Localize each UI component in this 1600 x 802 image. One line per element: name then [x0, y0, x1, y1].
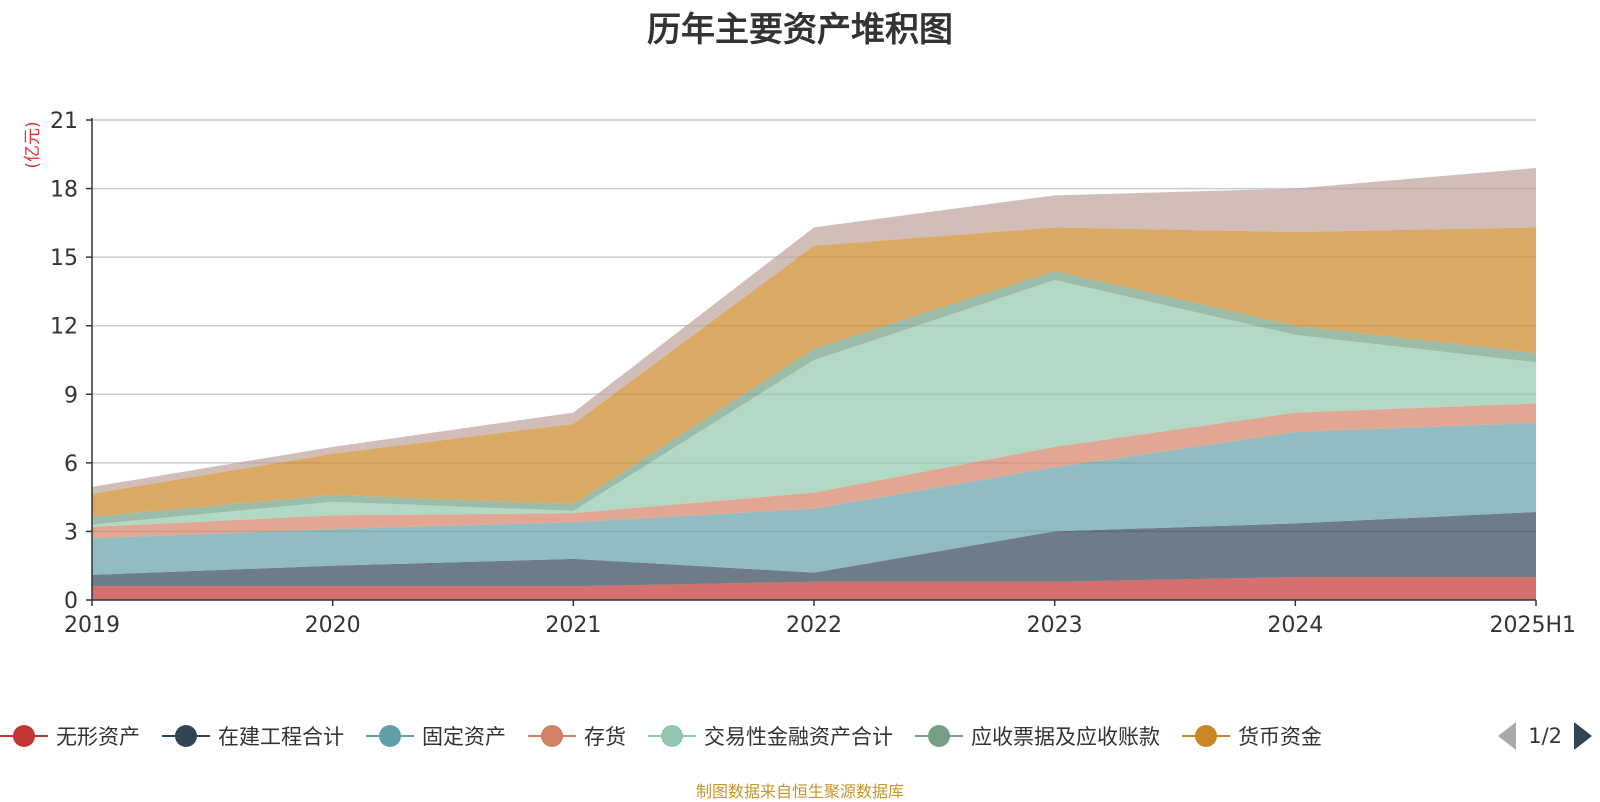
legend-marker-icon	[162, 722, 210, 750]
legend-label: 存货	[584, 725, 626, 749]
area-chart: 0 3 6 9 12 15 18 21 2019 2020 2021 2022 2023 2024 2025…	[23, 109, 1576, 638]
legend-label: 交易性金融资产合计	[704, 725, 893, 749]
y-tick-label: 3	[64, 520, 78, 545]
legend-label: 应收票据及应收账款	[971, 725, 1160, 749]
x-tick-label: 2024	[1267, 613, 1323, 638]
area-series-0	[92, 577, 1536, 600]
legend-marker-icon	[915, 722, 963, 750]
legend-label: 无形资产	[56, 725, 140, 749]
axes: 0 3 6 9 12 15 18 21 2019 2020 2021 2022 2023 2024 2025…	[50, 109, 1576, 638]
legend: 无形资产 在建工程合计 固定资产 存货 交易性金融资产合计 应收票据及应收账款 货币资金 1…	[0, 718, 1600, 754]
area-series-1	[92, 512, 1536, 587]
area-series-3	[92, 403, 1536, 539]
legend-item[interactable]: 无形资产	[0, 718, 140, 754]
area-series-group	[92, 168, 1536, 600]
y-axis-unit-label: (亿元)	[23, 121, 43, 168]
legend-item[interactable]: 在建工程合计	[162, 718, 344, 754]
y-tick-label: 0	[64, 589, 78, 614]
legend-next-page-icon[interactable]	[1574, 722, 1592, 750]
x-tick-label: 2023	[1027, 613, 1083, 638]
y-tick-label: 18	[50, 178, 78, 203]
y-tick-label: 15	[50, 246, 78, 271]
legend-item[interactable]: 存货	[528, 718, 626, 754]
legend-label: 货币资金	[1238, 725, 1322, 749]
legend-marker-icon	[1182, 722, 1230, 750]
legend-page-indicator: 1/2	[1528, 724, 1562, 748]
area-series-2	[92, 422, 1536, 575]
legend-marker-icon	[0, 722, 48, 750]
x-tick-label: 2020	[305, 613, 361, 638]
legend-pagination: 1/2	[1492, 718, 1600, 754]
y-tick-label: 12	[50, 315, 78, 340]
legend-item[interactable]: 应收票据及应收账款	[915, 718, 1160, 754]
x-tick-label: 2022	[786, 613, 842, 638]
y-tick-label: 9	[64, 383, 78, 408]
legend-item[interactable]: 货币资金	[1182, 718, 1322, 754]
area-series-6	[92, 227, 1536, 517]
legend-item[interactable]: 交易性金融资产合计	[648, 718, 893, 754]
area-series-7	[92, 168, 1536, 494]
legend-marker-icon	[528, 722, 576, 750]
x-tick-label: 2021	[545, 613, 601, 638]
area-series-4	[92, 280, 1536, 527]
legend-label: 固定资产	[422, 725, 506, 749]
legend-prev-page-icon[interactable]	[1498, 722, 1517, 750]
data-source-note: 制图数据来自恒生聚源数据库	[695, 782, 904, 801]
y-tick-label: 21	[50, 109, 78, 134]
x-tick-label: 2025H1	[1489, 613, 1576, 638]
legend-marker-icon	[648, 722, 696, 750]
legend-item[interactable]: 固定资产	[366, 718, 506, 754]
chart-title: 历年主要资产堆积图	[647, 10, 953, 50]
legend-label: 在建工程合计	[218, 725, 344, 749]
y-tick-label: 6	[64, 452, 78, 477]
legend-marker-icon	[366, 722, 414, 750]
x-tick-label: 2019	[64, 613, 120, 638]
